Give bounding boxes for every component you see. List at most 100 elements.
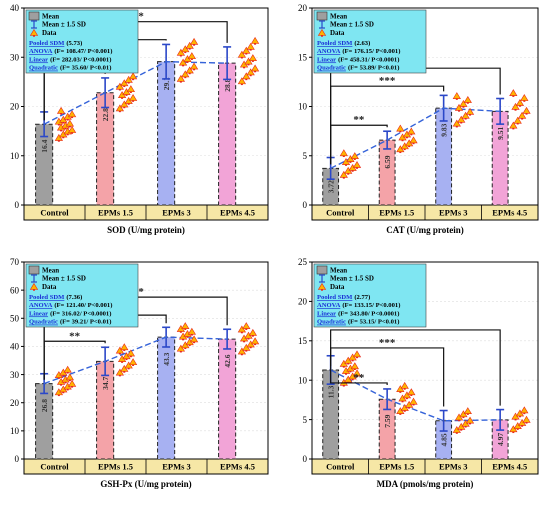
data-point (181, 45, 190, 54)
stat-key: Quadratic (29, 319, 58, 326)
stat-value: (2.63) (354, 40, 370, 47)
data-point (244, 57, 253, 66)
stat-line: Pooled SDM (7.36) (29, 294, 82, 301)
x-axis-title: SOD (U/mg protein) (107, 225, 185, 235)
stat-key: Pooled SDM (317, 294, 353, 301)
y-tick-label: 20 (298, 297, 308, 307)
data-point (350, 152, 359, 160)
data-point (452, 119, 461, 128)
bar (35, 383, 54, 460)
data-point (189, 37, 199, 46)
stat-line: Linear (F= 458.31/ P<0.0001) (317, 56, 399, 63)
data-point (465, 416, 475, 425)
y-tick-label: 0 (15, 200, 20, 210)
legend-sd-label: Mean ± 1.5 SD (330, 275, 374, 283)
y-tick-label: 30 (10, 52, 20, 62)
data-point (246, 68, 255, 77)
legend-sd-label: Mean ± 1.5 SD (42, 275, 86, 283)
data-point (126, 85, 136, 93)
data-point (520, 406, 529, 415)
stat-value: (F= 108.47/ P<0.001) (54, 48, 112, 55)
bar-value-label: 26.8 (40, 399, 49, 412)
legend-sd-icon (31, 20, 37, 29)
significance-label: ** (353, 372, 365, 384)
bar-value-label: 43.3 (162, 352, 171, 365)
data-point (515, 98, 525, 107)
stat-value: (5.73) (66, 40, 82, 47)
legend-data-label: Data (330, 283, 345, 291)
x-tick-label: EPMs 3 (162, 208, 191, 218)
data-point (176, 74, 186, 83)
stat-line: ANOVA (F= 176.15/ P<0.001) (317, 48, 400, 55)
data-point (465, 107, 475, 116)
data-point (250, 64, 260, 73)
legend-data-icon (317, 282, 327, 291)
data-point (115, 104, 125, 113)
stat-value: (F= 53.15/ P<0.01) (348, 319, 399, 326)
data-point (352, 369, 362, 378)
legend-mean-swatch (316, 11, 328, 21)
stat-line: Quadratic (F= 53.15/ P<0.01) (317, 319, 399, 326)
y-tick-label: 40 (10, 342, 20, 352)
significance-label: *** (379, 337, 396, 349)
stat-key: Quadratic (317, 319, 346, 326)
y-tick-label: 20 (10, 102, 20, 112)
error-bar (439, 409, 448, 432)
stat-value: (F= 121.40/ P<0.001) (54, 302, 112, 309)
bar (491, 110, 509, 206)
chart-panel-3: 0 10 20 30 40 50 60 70 Control EPMs 1.5 EPMs 3 EPMs… (10, 257, 269, 489)
data-point (56, 106, 66, 115)
bar-value-label: 16.4 (40, 139, 49, 152)
legend-mean-swatch (28, 265, 40, 275)
bar-value-label: 9.51 (496, 127, 505, 140)
data-point (509, 121, 518, 130)
legend-sd-label: Mean ± 1.5 SD (330, 21, 374, 29)
bar-value-label: 4.97 (496, 433, 505, 446)
y-tick-label: 40 (10, 3, 20, 13)
y-tick-label: 10 (298, 375, 308, 385)
legend-sd-icon (319, 20, 325, 29)
mean-trend-line (43, 336, 228, 385)
significance-label: ** (353, 114, 365, 126)
data-point (246, 42, 255, 51)
y-tick-label: 60 (10, 285, 20, 295)
stat-line: ANOVA (F= 133.15/ P<0.001) (317, 302, 400, 309)
stat-line: Linear (F= 316.02/ P<0.0001) (29, 310, 111, 317)
x-tick-label: Control (326, 208, 355, 218)
data-point (128, 72, 138, 81)
stat-key: ANOVA (29, 48, 53, 55)
stat-value: (F= 282.03/ P<0.0001) (50, 56, 111, 63)
bar-value-label: 11.3 (327, 385, 336, 398)
data-point (400, 381, 409, 390)
x-tick-label: EPMs 1.5 (379, 462, 414, 472)
bar-value-label: 6.59 (383, 155, 392, 168)
data-point (124, 361, 133, 370)
stat-value: (F= 316.02/ P<0.0001) (50, 310, 111, 317)
data-point (407, 388, 416, 397)
stat-value: (F= 176.15/ P<0.001) (342, 48, 400, 55)
y-tick-label: 0 (15, 454, 20, 464)
chart-panel-1: 0 10 20 30 40 Control EPMs 1.5 EPMs 3 EPMs 4.5 SO… (10, 3, 269, 235)
data-point (248, 54, 258, 62)
y-tick-label: 30 (10, 370, 20, 380)
y-tick-label: 10 (10, 426, 20, 436)
data-point (124, 75, 133, 84)
data-point (409, 136, 418, 145)
stat-key: Pooled SDM (317, 40, 353, 47)
stat-line: Quadratic (F= 53.89/ P<0.01) (317, 65, 399, 72)
data-point (517, 111, 527, 120)
stat-value: (F= 39.21/ P<0.01) (60, 319, 111, 326)
data-point (178, 58, 188, 67)
bar-value-label: 9.83 (440, 123, 449, 136)
data-point (115, 368, 125, 377)
legend-mean-label: Mean (42, 267, 59, 275)
stat-value: (F= 53.89/ P<0.01) (348, 65, 399, 72)
stat-value: (F= 35.60/ P<0.01) (60, 65, 111, 72)
legend-mean-label: Mean (330, 267, 347, 275)
stat-line: ANOVA (F= 108.47/ P<0.001) (29, 48, 112, 55)
data-point (181, 322, 190, 330)
y-tick-label: 20 (298, 3, 308, 13)
x-tick-label: EPMs 1.5 (98, 208, 133, 218)
x-tick-label: EPMs 4.5 (220, 208, 255, 218)
